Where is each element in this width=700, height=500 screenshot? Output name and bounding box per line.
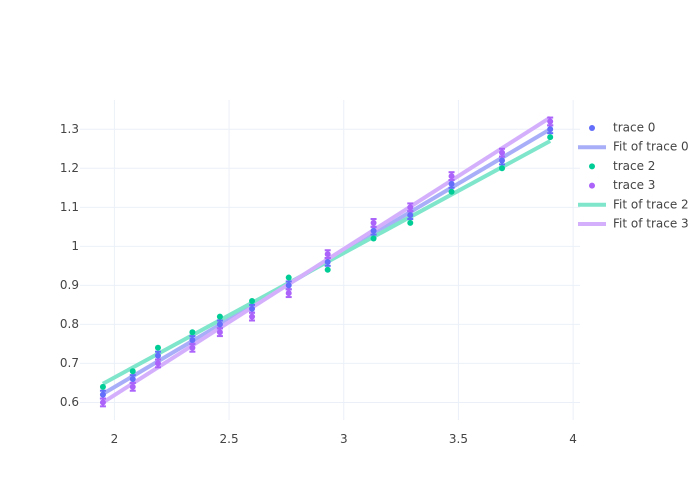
trace-0-point[interactable] [285,282,292,289]
y-tick-label: 0.6 [60,395,79,409]
trace-0-point[interactable] [547,126,554,133]
legend-item-fit-of-trace-3[interactable]: Fit of trace 3 [578,217,689,231]
legend-marker-swatch [589,125,595,131]
trace-3-point[interactable] [154,360,161,367]
trace-2-point[interactable] [370,235,377,242]
legend-label: Fit of trace 2 [613,197,689,211]
trace-0-point[interactable] [99,391,106,398]
trace-0-point[interactable] [407,212,414,219]
y-tick-label: 1 [71,239,79,253]
y-tick-label: 1.1 [60,200,79,214]
legend[interactable]: trace 0 Fit of trace 0 trace 2 trace 3 Fit o… [578,121,689,231]
trace-3-point[interactable] [407,204,414,211]
x-tick-label: 3 [340,432,348,446]
trace-2-point[interactable] [407,219,414,226]
legend-marker-swatch [589,163,595,170]
data-markers [99,116,554,408]
legend-item-trace-3[interactable]: trace 3 [589,178,655,192]
trace-0-point[interactable] [216,321,223,328]
x-tick-label: 4 [569,432,577,446]
y-tick-label: 0.9 [60,278,79,292]
trace-3-point[interactable] [499,149,506,156]
grid [80,100,580,420]
legend-label: trace 3 [613,178,655,192]
legend-item-fit-of-trace-2[interactable]: Fit of trace 2 [578,197,689,211]
legend-label: Fit of trace 3 [613,217,689,231]
y-tick-label: 0.8 [60,317,79,331]
trace-2-point[interactable] [216,313,223,320]
legend-item-fit-of-trace-0[interactable]: Fit of trace 0 [578,140,689,154]
legend-item-trace-2[interactable]: trace 2 [589,159,655,173]
x-tick-label: 2 [111,432,119,446]
trace-2-point[interactable] [249,297,256,304]
y-tick-label: 0.7 [60,356,79,370]
trace-3-point[interactable] [547,118,554,125]
trace-3-point[interactable] [249,313,256,320]
trace-2-point[interactable] [189,329,196,336]
trace-3-point[interactable] [370,219,377,226]
legend-label: trace 2 [613,159,655,173]
legend-label: Fit of trace 0 [613,140,689,154]
legend-item-trace-0[interactable]: trace 0 [589,121,655,135]
trace-2-point[interactable] [448,188,455,195]
trace-2-point[interactable] [324,266,331,273]
trace-2-point[interactable] [129,368,136,375]
trace-2-point[interactable] [547,134,554,141]
trace-0-point[interactable] [370,227,377,234]
trace-3-point[interactable] [216,329,223,336]
trace-3-point[interactable] [324,251,331,258]
trace-0-point[interactable] [129,376,136,383]
x-tick-label: 3.5 [449,432,468,446]
trace-3-point[interactable] [129,383,136,390]
trace-3-point[interactable] [189,344,196,351]
trace-0-point[interactable] [324,258,331,265]
trace-2-point[interactable] [154,344,161,351]
trace-3-point[interactable] [99,399,106,406]
trace-2-point[interactable] [285,274,292,281]
trace-0-point[interactable] [249,305,256,312]
trace-2-point[interactable] [499,165,506,172]
legend-marker-swatch [589,182,595,189]
x-tick-label: 2.5 [220,432,239,446]
axes: 2 2.5 3 3.5 4 0.6 0.7 0.8 0.9 1 1.1 1.2 1.3 [60,122,577,446]
legend-label: trace 0 [613,121,655,135]
trace-0-point[interactable] [448,180,455,187]
y-tick-label: 1.2 [60,161,79,175]
trace-0-point[interactable] [154,352,161,359]
y-tick-label: 1.3 [60,122,79,136]
trace-3-point[interactable] [285,290,292,297]
trace-0-point[interactable] [499,157,506,164]
trace-0-point[interactable] [189,337,196,343]
trace-3-point[interactable] [448,173,455,180]
trace-2-point[interactable] [99,383,106,390]
